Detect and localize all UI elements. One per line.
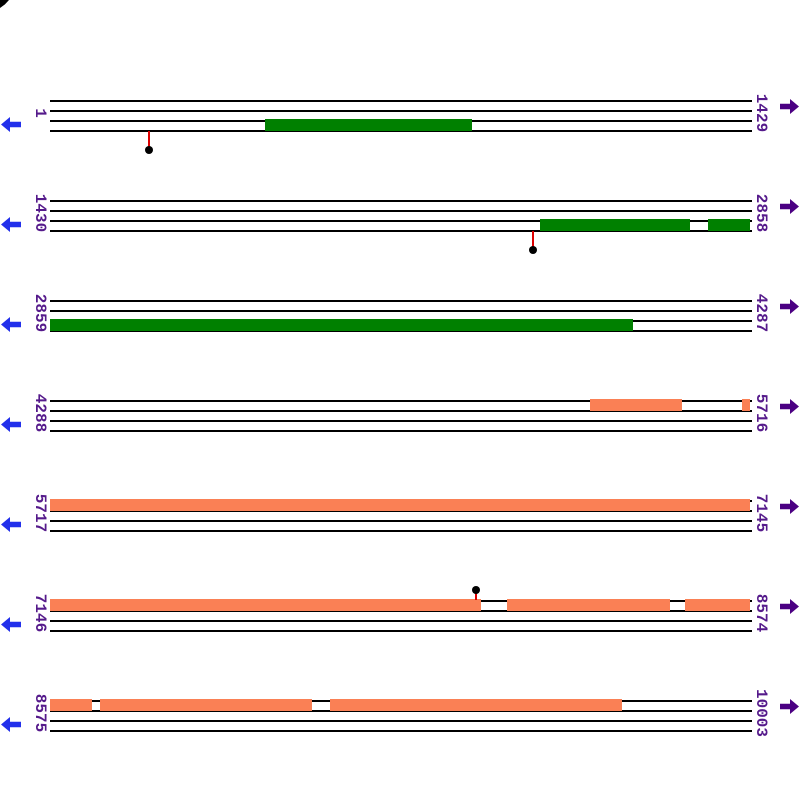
strand-line: [50, 310, 752, 312]
segment-end-coordinate: 8574: [752, 593, 770, 633]
strand-line: [50, 300, 752, 302]
sequence-block-7: 8575 10003: [0, 689, 800, 800]
strand-line: [50, 530, 752, 532]
marker-stem: [148, 131, 150, 147]
strand-line: [50, 720, 752, 722]
segment-start-coordinate: 5717: [31, 493, 49, 533]
segment-start-coordinate: 4288: [31, 393, 49, 433]
left-strand-arrow-icon: [1, 617, 21, 632]
strand-line: [50, 400, 752, 402]
left-strand-arrow-icon: [1, 417, 21, 432]
forward-feature-bar: [100, 699, 312, 711]
marker-dot: [472, 586, 480, 594]
segment-end-coordinate: 1429: [752, 93, 770, 133]
segment-start-coordinate: 1: [31, 108, 49, 118]
reverse-feature-bar: [708, 219, 750, 231]
forward-feature-bar: [685, 599, 750, 611]
track: [0, 586, 800, 700]
strand-line: [50, 220, 752, 222]
left-strand-arrow-icon: [1, 317, 21, 332]
marker-dot: [145, 146, 153, 154]
marker-stem: [532, 231, 534, 247]
segment-start-coordinate: 8575: [31, 693, 49, 733]
left-strand-arrow-icon: [1, 217, 21, 232]
cropped-glyph-artifact: [0, 0, 9, 8]
sequence-block-3: 2859 4287: [0, 294, 800, 400]
marker-stem: [475, 591, 477, 600]
right-strand-arrow-icon: [780, 699, 799, 714]
reverse-feature-bar: [540, 219, 690, 231]
forward-feature-bar: [50, 699, 92, 711]
strand-line: [50, 620, 752, 622]
forward-feature-bar: [50, 599, 481, 611]
strand-line: [50, 430, 752, 432]
right-strand-arrow-icon: [780, 199, 799, 214]
right-strand-arrow-icon: [780, 299, 799, 314]
marker-dot: [529, 246, 537, 254]
track: [0, 499, 800, 600]
track: [0, 100, 800, 200]
left-strand-arrow-icon: [1, 117, 21, 132]
strand-line: [50, 200, 752, 202]
segment-start-coordinate: 2859: [31, 293, 49, 333]
track: [0, 200, 800, 300]
strand-line: [50, 420, 752, 422]
forward-feature-bar: [590, 399, 682, 411]
sequence-block-2: 1430 2858: [0, 194, 800, 300]
strand-line: [50, 110, 752, 112]
strand-line: [50, 520, 752, 522]
forward-feature-bar: [742, 399, 750, 411]
sequence-block-1: 1 1429: [0, 94, 800, 200]
reverse-feature-bar: [50, 319, 633, 331]
strand-line: [50, 230, 752, 232]
segment-end-coordinate: 5716: [752, 393, 770, 433]
segment-end-coordinate: 4287: [752, 293, 770, 333]
strand-line: [50, 730, 752, 732]
sequence-block-4: 4288 5716: [0, 394, 800, 500]
track: [0, 399, 800, 500]
strand-line: [50, 630, 752, 632]
forward-feature-bar: [50, 499, 750, 511]
right-strand-arrow-icon: [780, 499, 799, 514]
track: [0, 300, 800, 400]
strand-line: [50, 100, 752, 102]
right-strand-arrow-icon: [780, 399, 799, 414]
strand-line: [50, 410, 752, 412]
segment-end-coordinate: 10003: [752, 688, 770, 738]
segment-end-coordinate: 2858: [752, 193, 770, 233]
left-strand-arrow-icon: [1, 717, 21, 732]
forward-feature-bar: [507, 599, 670, 611]
forward-feature-bar: [330, 699, 622, 711]
left-strand-arrow-icon: [1, 517, 21, 532]
strand-line: [50, 210, 752, 212]
segment-start-coordinate: 1430: [31, 193, 49, 233]
right-strand-arrow-icon: [780, 99, 799, 114]
track: [0, 699, 800, 800]
segment-end-coordinate: 7145: [752, 493, 770, 533]
reverse-feature-bar: [265, 119, 472, 131]
sequence-block-6: 7146 8574: [0, 586, 800, 700]
right-strand-arrow-icon: [780, 599, 799, 614]
sequence-block-5: 5717 7145: [0, 494, 800, 600]
segment-start-coordinate: 7146: [31, 593, 49, 633]
